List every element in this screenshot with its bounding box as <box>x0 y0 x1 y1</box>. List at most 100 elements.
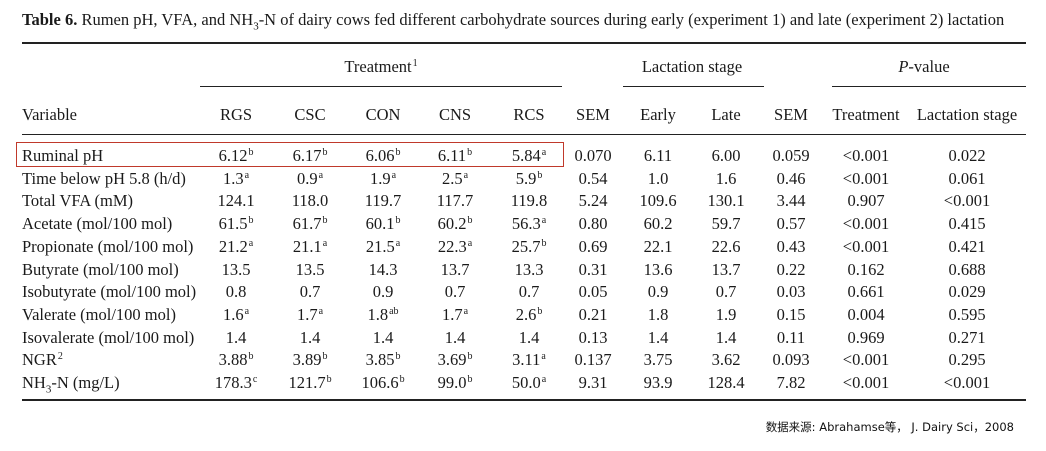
cell-value: 1.8 <box>647 304 669 324</box>
significance-letter: b <box>326 374 332 385</box>
cell-value: 117.7 <box>436 191 474 211</box>
table-cell: <0.001 <box>843 214 889 234</box>
table-cell: 3.44 <box>777 191 806 211</box>
significance-letter: b <box>395 215 401 227</box>
significance-letter: a <box>318 169 324 181</box>
table-cell: 0.004 <box>847 305 884 325</box>
table-cell: 0.059 <box>772 146 809 166</box>
cell-value: 1.6 <box>222 304 244 324</box>
table-cell: 121.7b <box>288 373 331 393</box>
cell-value: 3.62 <box>711 350 741 370</box>
cell-value: 1.4 <box>647 327 669 347</box>
treatment-group-header: Treatment1 <box>344 57 417 77</box>
table-cell: 3.85b <box>366 350 401 370</box>
bottom-rule <box>22 399 1026 401</box>
cell-value: 9.31 <box>578 373 608 392</box>
cell-value: 93.9 <box>643 373 673 392</box>
cell-value: 0.029 <box>948 282 986 302</box>
cell-value: 59.7 <box>711 214 741 234</box>
cell-value: 1.3 <box>222 168 244 188</box>
significance-letter: b <box>322 147 328 158</box>
cell-value: 0.661 <box>847 282 885 302</box>
cell-value: 7.82 <box>776 373 806 392</box>
row-label: Total VFA (mM) <box>22 191 133 211</box>
table-cell: 93.9 <box>644 373 673 393</box>
significance-letter: b <box>467 147 473 158</box>
table-cell: 1.6 <box>716 169 737 189</box>
column-header: SEM <box>576 105 610 124</box>
cell-value: 0.070 <box>574 146 612 165</box>
cell-value: 121.7 <box>288 373 326 392</box>
cell-value: 0.69 <box>578 236 608 256</box>
table-cell: 1.9a <box>370 169 396 189</box>
table-cell: 5.24 <box>579 191 608 211</box>
table-cell: 0.061 <box>948 169 985 189</box>
cell-value: 14.3 <box>368 259 398 279</box>
cell-value: 0.022 <box>948 146 986 165</box>
significance-letter: a <box>391 169 397 181</box>
column-header: Treatment <box>832 105 900 124</box>
cell-value: 109.6 <box>639 191 677 211</box>
table-cell: 0.688 <box>948 260 985 280</box>
table-cell: 0.162 <box>847 260 884 280</box>
significance-letter: b <box>537 169 543 181</box>
cell-value: 0.421 <box>948 236 986 256</box>
row-label-text: Propionate (mol/100 mol) <box>22 236 194 256</box>
table-cell: 61.7b <box>293 214 328 234</box>
table-cell: 106.6b <box>361 373 404 393</box>
cell-value: 60.2 <box>643 214 673 234</box>
cell-value: 13.3 <box>514 259 544 279</box>
cell-value: <0.001 <box>842 146 890 165</box>
cell-value: 1.4 <box>444 327 466 347</box>
cell-value: 5.24 <box>578 191 608 211</box>
cell-value: 21.2 <box>218 236 248 256</box>
cell-value: 22.6 <box>711 236 741 256</box>
table-cell: <0.001 <box>843 169 889 189</box>
cell-value: 0.80 <box>578 214 608 234</box>
table-cell: 0.7 <box>716 282 737 302</box>
table-cell: 1.6a <box>223 305 249 325</box>
row-label-text: NH <box>22 373 46 392</box>
table-cell: 1.4 <box>648 328 669 348</box>
significance-letter: b <box>467 215 473 227</box>
row-label-text: Acetate (mol/100 mol) <box>22 214 173 234</box>
cell-value: 1.4 <box>715 327 737 347</box>
table-cell: 0.029 <box>948 282 985 302</box>
cell-value: 1.4 <box>372 327 394 347</box>
cell-value: 13.7 <box>440 259 470 279</box>
significance-letter: b <box>248 215 254 227</box>
table-cell: 0.03 <box>777 282 806 302</box>
cell-value: 0.8 <box>225 282 247 302</box>
cell-value: 0.595 <box>948 304 986 324</box>
table-cell: 60.2 <box>644 214 673 234</box>
cell-value: 0.15 <box>776 304 806 324</box>
cell-value: 60.1 <box>365 214 395 234</box>
caption-label: Table 6. <box>22 10 78 29</box>
cell-value: 0.21 <box>578 304 608 324</box>
table-cell: 0.21 <box>579 305 608 325</box>
table-cell: 1.8ab <box>367 305 398 325</box>
row-label: Isobutyrate (mol/100 mol) <box>22 282 196 302</box>
ruminal-ph-highlight-box <box>16 142 564 167</box>
caption-sub: 3 <box>253 20 259 33</box>
cell-value: 50.0 <box>511 373 541 392</box>
cell-value: <0.001 <box>842 350 890 370</box>
cell-value: 0.43 <box>776 236 806 256</box>
cell-value: <0.001 <box>842 236 890 256</box>
cell-value: 3.11 <box>512 350 541 370</box>
header-rule <box>22 134 1026 135</box>
cell-value: 0.11 <box>776 327 806 347</box>
column-header: CNS <box>438 105 472 124</box>
table-cell: 0.137 <box>574 350 611 370</box>
table-cell: 1.8 <box>648 305 669 325</box>
source-note: 数据来源: Abrahamse等， J. Dairy Sci，2008 <box>765 420 1014 434</box>
table-cell: 2.5a <box>442 169 468 189</box>
cell-value: 3.44 <box>776 191 806 211</box>
cell-value: 1.8 <box>367 304 389 324</box>
pvalue-italic: P <box>898 57 909 76</box>
table-cell: 0.46 <box>777 169 806 189</box>
cell-value: 3.88 <box>218 350 248 370</box>
significance-letter: a <box>541 351 546 363</box>
significance-letter: a <box>322 237 328 249</box>
significance-letter: a <box>318 305 324 317</box>
